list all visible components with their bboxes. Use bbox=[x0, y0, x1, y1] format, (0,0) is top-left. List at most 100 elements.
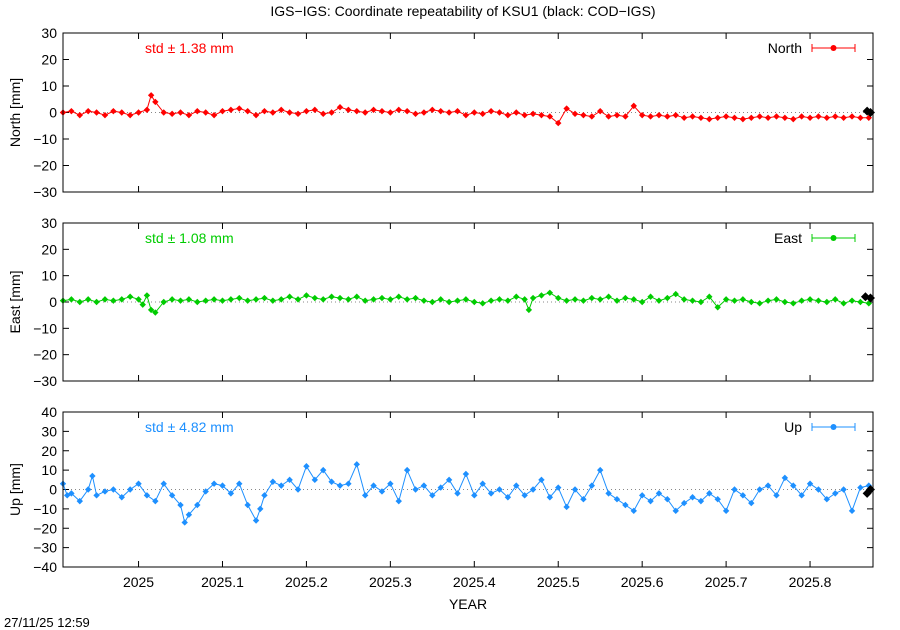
data-point bbox=[336, 482, 344, 489]
data-point bbox=[689, 113, 696, 120]
data-point bbox=[806, 114, 814, 121]
data-point bbox=[227, 490, 235, 497]
data-point bbox=[76, 497, 83, 505]
data-point bbox=[672, 290, 679, 298]
y-tick-label: 20 bbox=[41, 52, 57, 68]
data-point bbox=[370, 296, 377, 303]
data-point bbox=[152, 497, 159, 505]
legend-label: North bbox=[768, 40, 802, 56]
data-point bbox=[110, 107, 117, 115]
series-north bbox=[59, 92, 873, 127]
data-point bbox=[257, 505, 264, 513]
data-point bbox=[555, 119, 562, 127]
data-point bbox=[68, 296, 75, 303]
data-point bbox=[445, 476, 453, 484]
data-point bbox=[403, 107, 411, 115]
data-point bbox=[823, 298, 831, 306]
data-point bbox=[571, 296, 579, 303]
data-point bbox=[496, 486, 503, 493]
data-point bbox=[521, 492, 528, 499]
data-point bbox=[168, 296, 176, 303]
data-point bbox=[638, 111, 646, 119]
data-point bbox=[353, 293, 360, 300]
data-point bbox=[655, 490, 663, 497]
x-tick-label: 2025.1 bbox=[201, 574, 244, 590]
data-point bbox=[361, 297, 369, 304]
data-point bbox=[571, 486, 579, 493]
data-point bbox=[185, 511, 193, 518]
data-point bbox=[403, 466, 411, 474]
data-point bbox=[496, 109, 503, 116]
y-tick-label: 30 bbox=[41, 25, 57, 41]
data-point bbox=[152, 98, 159, 106]
data-point bbox=[311, 476, 319, 484]
data-point bbox=[647, 113, 654, 120]
data-point bbox=[513, 109, 520, 116]
data-point bbox=[68, 490, 75, 497]
data-point bbox=[580, 111, 587, 119]
data-point bbox=[68, 107, 75, 115]
y-tick-label: −40 bbox=[33, 559, 57, 575]
data-point bbox=[84, 296, 92, 303]
data-point bbox=[118, 494, 125, 501]
data-point bbox=[210, 111, 218, 119]
data-point bbox=[420, 297, 428, 304]
data-point bbox=[320, 466, 327, 474]
data-point bbox=[756, 113, 763, 120]
data-point bbox=[454, 297, 461, 304]
series-reference bbox=[862, 106, 875, 117]
data-point bbox=[454, 107, 461, 115]
data-point bbox=[353, 107, 360, 115]
data-point bbox=[538, 292, 545, 299]
data-point bbox=[437, 107, 444, 115]
x-tick-label: 2025 bbox=[123, 574, 154, 590]
data-point bbox=[529, 294, 537, 302]
data-point bbox=[739, 296, 747, 303]
data-point bbox=[139, 301, 146, 308]
data-point bbox=[345, 480, 352, 487]
data-point bbox=[815, 486, 822, 493]
data-point bbox=[529, 486, 537, 493]
data-point bbox=[680, 499, 688, 507]
data-point bbox=[135, 480, 142, 487]
series-up bbox=[59, 461, 873, 526]
data-point bbox=[580, 297, 587, 304]
data-point bbox=[848, 507, 856, 515]
data-point bbox=[261, 492, 268, 499]
data-point bbox=[739, 492, 747, 499]
data-point bbox=[790, 115, 797, 123]
data-point bbox=[613, 495, 621, 503]
data-point bbox=[227, 296, 235, 303]
data-point bbox=[773, 296, 780, 303]
data-point bbox=[462, 296, 470, 303]
data-point bbox=[504, 494, 512, 501]
data-point bbox=[848, 113, 856, 120]
data-point bbox=[471, 109, 478, 116]
data-point bbox=[294, 486, 302, 493]
data-point bbox=[143, 292, 151, 299]
data-point bbox=[311, 294, 319, 302]
data-point bbox=[89, 472, 96, 480]
data-point bbox=[412, 486, 419, 493]
data-point bbox=[286, 109, 293, 116]
data-point bbox=[731, 486, 738, 493]
data-point bbox=[194, 298, 201, 306]
data-point bbox=[538, 111, 545, 119]
data-point bbox=[429, 298, 436, 306]
panel-up: 40 30 20 10 0 −10 −20 −30 −40 Up [mm] std ± 4.82 m… bbox=[7, 404, 875, 575]
data-point bbox=[420, 482, 428, 489]
data-point bbox=[185, 296, 193, 303]
data-point bbox=[177, 501, 184, 509]
data-point bbox=[336, 104, 344, 111]
data-point bbox=[227, 106, 235, 114]
data-point bbox=[479, 300, 486, 307]
data-point bbox=[815, 297, 822, 304]
series-line bbox=[62, 292, 869, 314]
data-point bbox=[571, 110, 579, 118]
data-point bbox=[437, 484, 444, 491]
data-point bbox=[143, 492, 151, 499]
data-point bbox=[555, 294, 562, 302]
data-point bbox=[261, 294, 268, 302]
data-point bbox=[697, 114, 705, 121]
legend-label: East bbox=[774, 230, 802, 246]
